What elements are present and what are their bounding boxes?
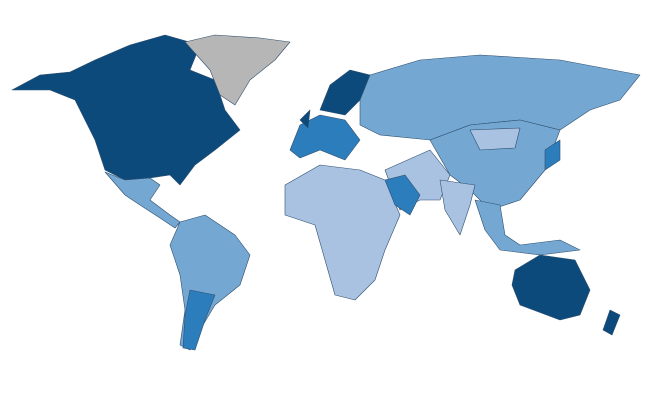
north-america [11,34,241,186]
british-isles [299,109,311,129]
saudi-arabia [384,174,421,216]
mongolia [469,127,521,151]
greenland [184,34,291,106]
argentina [182,289,216,351]
southeast-asia [474,199,581,256]
africa [284,164,401,301]
japan [544,139,561,171]
new-zealand [602,309,621,336]
russia [359,54,641,141]
central-america [104,171,181,229]
india [439,179,476,236]
china [429,119,561,211]
australia [511,254,591,321]
